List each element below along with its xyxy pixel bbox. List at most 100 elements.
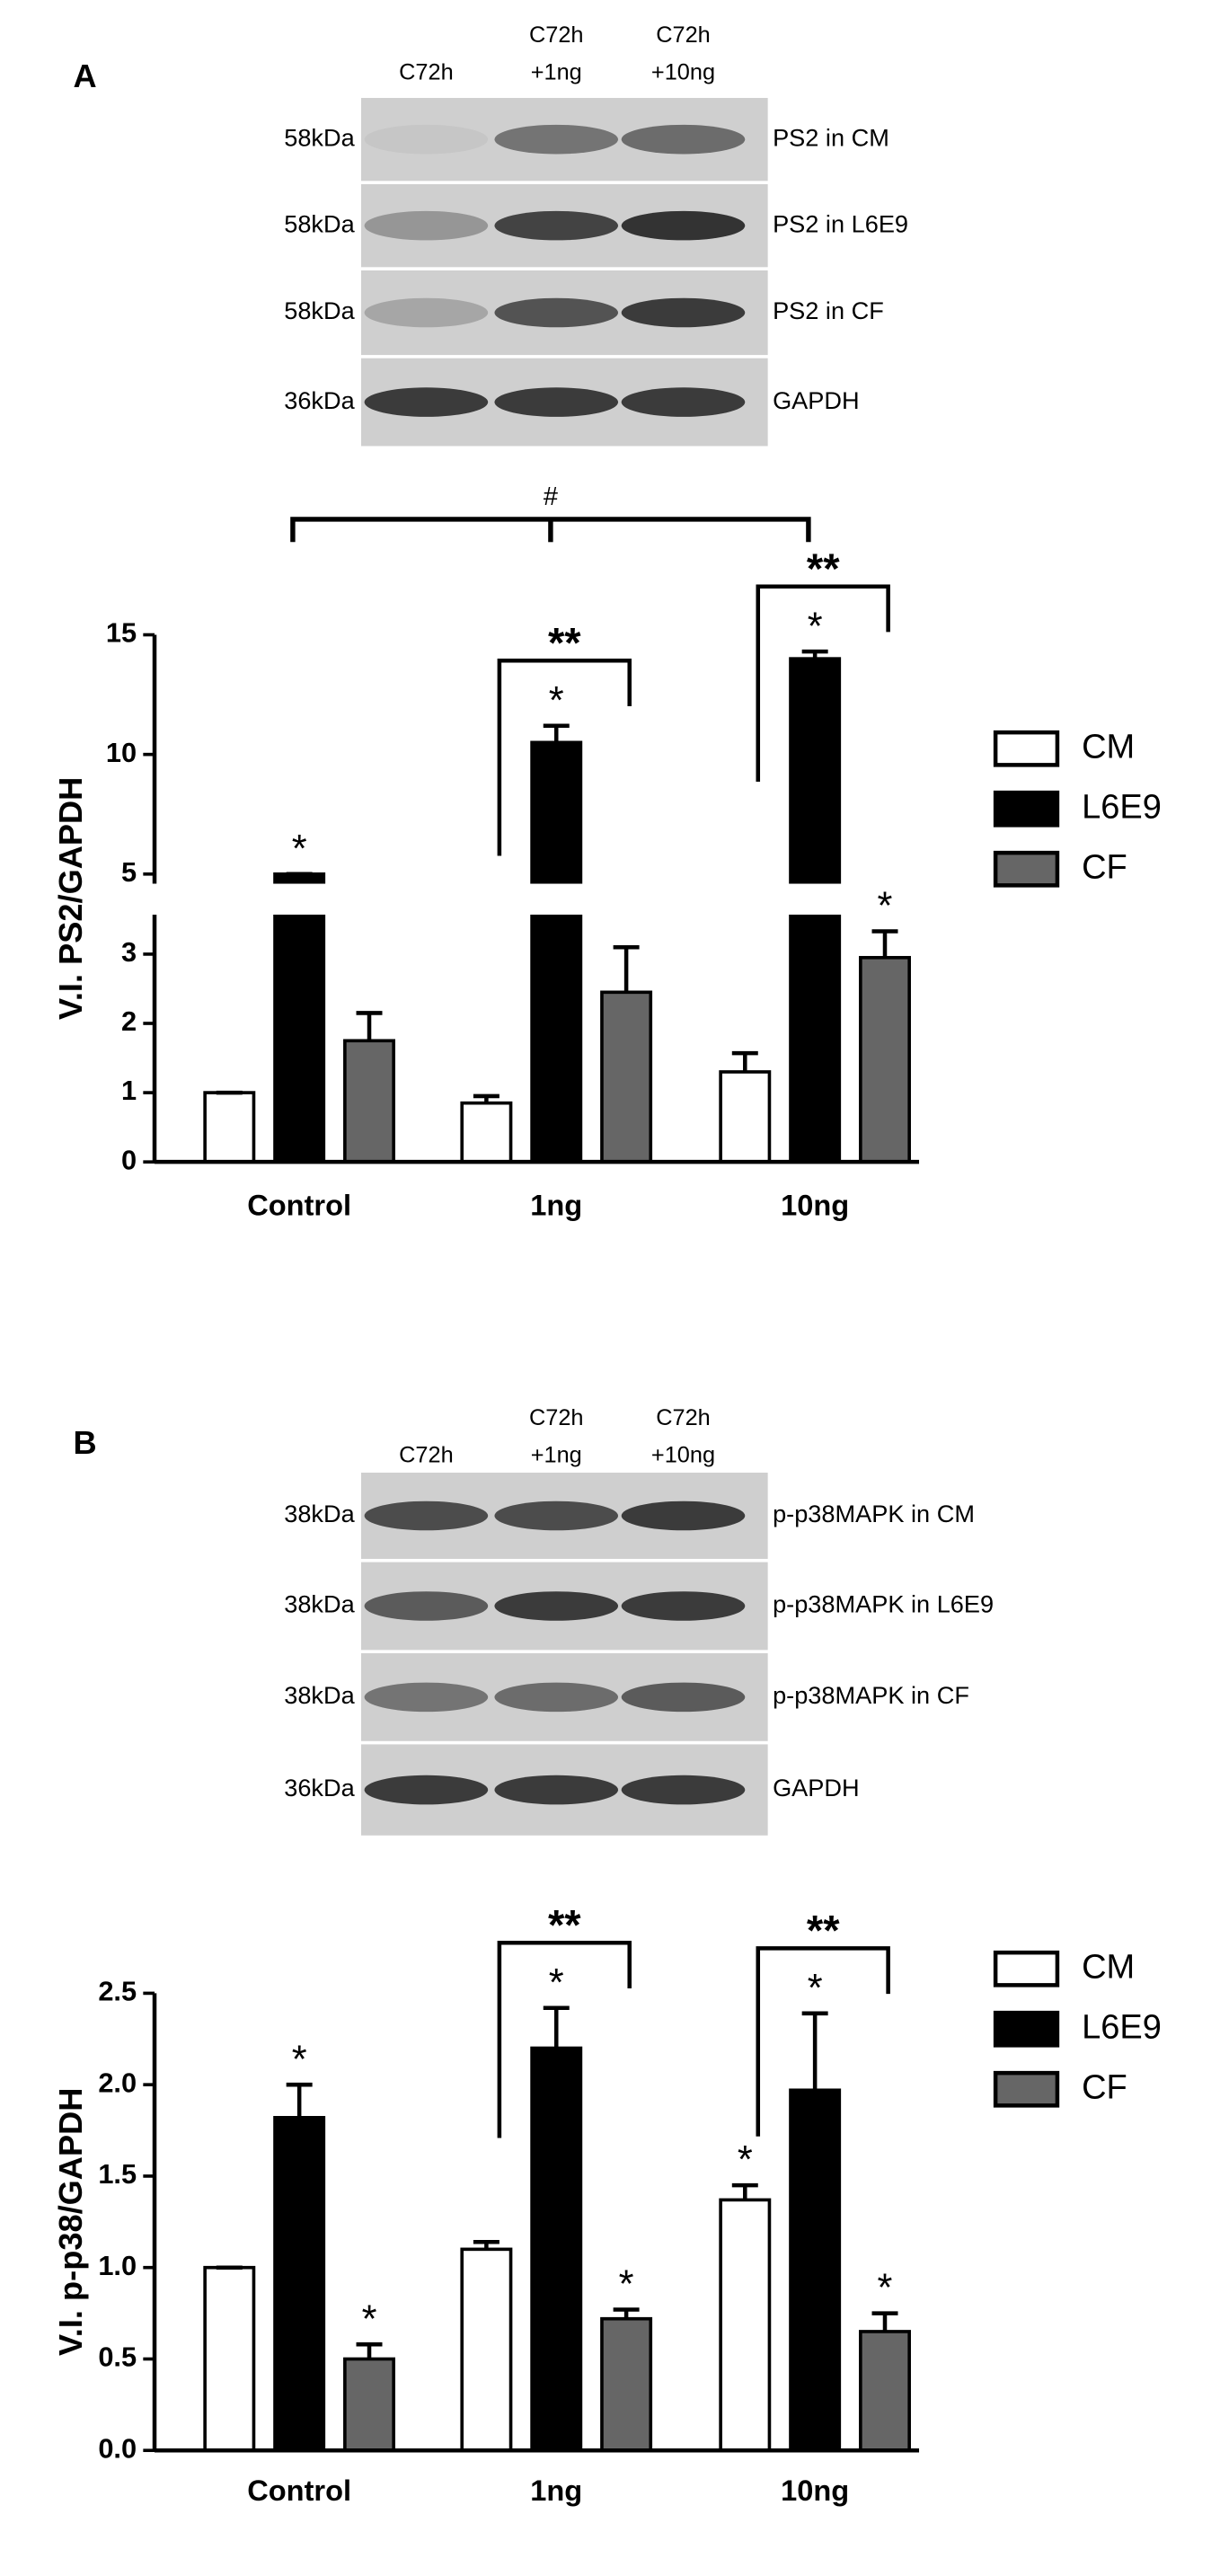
y-tick-label: 0.5 bbox=[98, 2341, 137, 2373]
bracket-label: ** bbox=[548, 618, 581, 666]
legend-label: CF bbox=[1082, 848, 1127, 886]
legend-swatch bbox=[993, 730, 1060, 767]
molecular-weight: 58kDa bbox=[284, 123, 355, 151]
bar bbox=[203, 2265, 256, 2453]
blot-band bbox=[494, 1591, 619, 1621]
bar bbox=[719, 1070, 772, 1164]
lane-label: C72h bbox=[529, 1405, 584, 1430]
y-tick-label: 2.5 bbox=[98, 1976, 137, 2007]
y-tick-label: 1.5 bbox=[98, 2158, 137, 2190]
x-tick-label: Control bbox=[247, 1188, 351, 1221]
x-tick-label: 1ng bbox=[530, 1188, 582, 1221]
bar bbox=[273, 2116, 326, 2453]
bar bbox=[530, 740, 583, 1164]
molecular-weight: 36kDa bbox=[284, 386, 355, 414]
legend-label: CM bbox=[1082, 728, 1135, 766]
significance-star: * bbox=[362, 2297, 377, 2341]
legend-label: L6E9 bbox=[1082, 2008, 1162, 2046]
significance-bracket bbox=[497, 659, 632, 856]
legend-label: CF bbox=[1082, 2068, 1127, 2106]
blot-band bbox=[621, 297, 746, 328]
legend-label: L6E9 bbox=[1082, 788, 1162, 826]
blot-row-label: p-p38MAPK in CF bbox=[773, 1681, 969, 1709]
significance-bracket bbox=[756, 1946, 890, 2137]
blot-band bbox=[494, 124, 619, 155]
blot-band bbox=[494, 297, 619, 328]
blot-row-label: p-p38MAPK in CM bbox=[773, 1500, 975, 1527]
molecular-weight: 38kDa bbox=[284, 1590, 355, 1618]
bar bbox=[343, 2357, 395, 2453]
legend-swatch bbox=[993, 2070, 1060, 2108]
legend-swatch bbox=[993, 2010, 1060, 2048]
legend-swatch bbox=[993, 1950, 1060, 1987]
significance-star: * bbox=[292, 828, 307, 871]
x-tick-label: 10ng bbox=[781, 2474, 849, 2507]
bracket-label: ** bbox=[807, 544, 840, 592]
significance-star: * bbox=[878, 885, 893, 928]
blot-band bbox=[364, 1500, 489, 1531]
blot-band bbox=[621, 124, 746, 155]
panel-letter: B bbox=[73, 1424, 96, 1461]
significance-star: * bbox=[808, 605, 823, 648]
y-tick-label: 2 bbox=[121, 1005, 137, 1037]
molecular-weight: 36kDa bbox=[284, 1774, 355, 1801]
bar bbox=[719, 2198, 772, 2453]
bar bbox=[273, 872, 326, 1164]
panel-letter: A bbox=[73, 58, 96, 94]
bar bbox=[343, 1039, 395, 1164]
y-tick-label: 1 bbox=[121, 1075, 137, 1106]
blot-band bbox=[494, 1682, 619, 1713]
blot-band bbox=[494, 210, 619, 241]
lane-label: C72h bbox=[656, 1405, 711, 1430]
y-axis-title: V.I. PS2/GAPDH bbox=[52, 777, 89, 1020]
bar bbox=[600, 990, 653, 1164]
blot-band bbox=[364, 387, 489, 417]
significance-star: * bbox=[549, 1961, 564, 2005]
lane-label: +1ng bbox=[531, 60, 582, 85]
bar bbox=[859, 955, 911, 1164]
blot-band bbox=[364, 124, 489, 155]
y-tick-label: 0 bbox=[121, 1144, 137, 1175]
y-tick-label: 1.0 bbox=[98, 2250, 137, 2281]
blot-row-label: GAPDH bbox=[773, 386, 860, 414]
x-tick-label: Control bbox=[247, 2474, 351, 2507]
y-tick-label: 3 bbox=[121, 936, 137, 968]
bar bbox=[460, 1101, 513, 1164]
y-tick-label: 10 bbox=[106, 737, 137, 768]
blot-band bbox=[621, 210, 746, 241]
blot-row-label: PS2 in CM bbox=[773, 123, 889, 151]
molecular-weight: 58kDa bbox=[284, 209, 355, 237]
blot-band bbox=[621, 1775, 746, 1805]
significance-star: * bbox=[808, 1967, 823, 2010]
y-tick-label: 0.0 bbox=[98, 2432, 137, 2464]
blot-band bbox=[364, 297, 489, 328]
legend-label: CM bbox=[1082, 1948, 1135, 1986]
significance-star: * bbox=[878, 2267, 893, 2310]
significance-bracket bbox=[756, 584, 890, 783]
blot-band bbox=[494, 387, 619, 417]
bracket-label: ** bbox=[548, 1900, 581, 1948]
molecular-weight: 38kDa bbox=[284, 1681, 355, 1709]
blot-band bbox=[621, 1500, 746, 1531]
y-tick-label: 5 bbox=[121, 856, 137, 888]
blot-band bbox=[621, 1682, 746, 1713]
molecular-weight: 38kDa bbox=[284, 1500, 355, 1527]
x-tick-label: 10ng bbox=[781, 1188, 849, 1221]
lane-label: +10ng bbox=[651, 60, 715, 85]
bar bbox=[789, 2088, 842, 2453]
lane-label: +10ng bbox=[651, 1443, 715, 1468]
blot-band bbox=[364, 210, 489, 241]
blot-row-label: GAPDH bbox=[773, 1774, 860, 1801]
significance-star: * bbox=[619, 2263, 634, 2306]
significance-star: * bbox=[549, 679, 564, 722]
bar bbox=[530, 2046, 583, 2453]
blot-band bbox=[364, 1682, 489, 1713]
molecular-weight: 58kDa bbox=[284, 297, 355, 324]
y-tick-label: 15 bbox=[106, 617, 137, 649]
legend-swatch bbox=[993, 790, 1060, 828]
significance-star: * bbox=[738, 2138, 753, 2182]
blot-band bbox=[494, 1775, 619, 1805]
blot-band bbox=[621, 387, 746, 417]
